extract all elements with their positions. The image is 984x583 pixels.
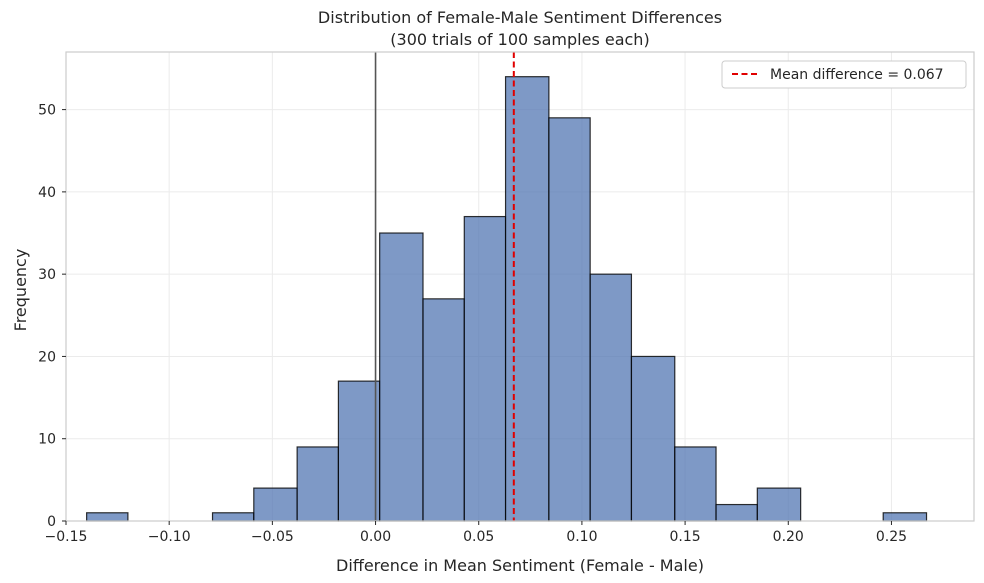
x-tick-label: 0.15 (670, 529, 701, 545)
legend-box (721, 60, 967, 89)
x-axis-label: Difference in Mean Sentiment (Female - M… (336, 556, 704, 575)
histogram-bar (756, 487, 802, 522)
histogram-bar (211, 512, 255, 522)
histogram-bar (253, 487, 298, 522)
x-tick-label: 0.05 (463, 529, 494, 545)
histogram-bar (422, 298, 465, 522)
x-tick-label: 0.25 (876, 529, 907, 545)
x-axis-ticks: −0.15 −0.10 −0.05 0.00 0.05 0.10 0.15 0.20 0.25 (45, 521, 907, 545)
histogram-bar (296, 446, 339, 522)
x-tick-label: −0.15 (45, 529, 88, 545)
histogram-bar (337, 380, 381, 522)
histogram-bars (86, 76, 928, 522)
y-tick-label: 20 (38, 349, 56, 365)
plot-area-frame (65, 51, 975, 522)
legend: Mean difference = 0.067 (721, 60, 967, 89)
y-tick-label: 30 (38, 267, 56, 283)
x-tick-label: −0.10 (148, 529, 191, 545)
x-tick-label: 0.10 (566, 529, 597, 545)
x-tick-label: −0.05 (251, 529, 294, 545)
y-tick-label: 10 (38, 432, 56, 448)
y-axis-label: Frequency (11, 249, 30, 332)
histogram-bar (379, 232, 424, 522)
x-tick-label: 0.20 (773, 529, 804, 545)
histogram-bar (630, 355, 676, 522)
chart-subtitle: (300 trials of 100 samples each) (390, 30, 649, 49)
y-axis-ticks: 0 10 20 30 40 50 (38, 103, 66, 530)
y-tick-label: 0 (47, 514, 56, 530)
histogram-bar (589, 273, 633, 522)
legend-label: Mean difference = 0.067 (770, 67, 944, 83)
histogram-bar (463, 215, 507, 522)
reference-lines (374, 52, 515, 521)
chart-title: Distribution of Female-Male Sentiment Di… (318, 8, 722, 27)
y-tick-label: 40 (38, 185, 56, 201)
histogram-bar (882, 512, 928, 522)
y-tick-label: 50 (38, 103, 56, 119)
x-tick-label: 0.00 (360, 529, 391, 545)
histogram-bar (674, 446, 717, 522)
histogram-bar (715, 503, 758, 522)
histogram-bar (548, 117, 591, 522)
histogram-bar (504, 76, 550, 522)
histogram-bar (86, 512, 129, 522)
